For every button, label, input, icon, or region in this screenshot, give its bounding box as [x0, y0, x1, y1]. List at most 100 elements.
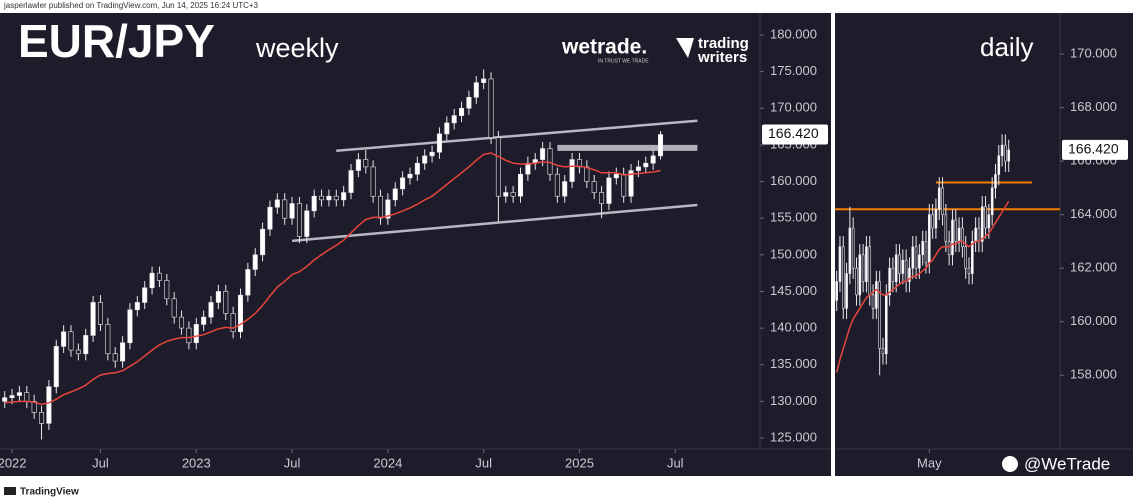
candle-body: [208, 302, 214, 318]
candle-body: [562, 181, 568, 197]
candle-body: [997, 155, 1001, 175]
candle-body: [591, 181, 597, 193]
candle-body: [179, 316, 185, 329]
candle-body: [370, 166, 376, 197]
candle-body: [481, 78, 487, 83]
candle-body: [311, 195, 317, 212]
candle-body: [289, 203, 295, 219]
candle-body: [606, 177, 612, 204]
candle-body: [650, 155, 656, 164]
candle-body: [407, 173, 413, 179]
x-tick-label: 2023: [182, 455, 211, 470]
y-tick-label: 125.000: [770, 429, 817, 444]
candle-body: [944, 214, 948, 242]
candle-body: [658, 134, 664, 157]
y-tick-label: 175.000: [770, 63, 817, 78]
candle-body: [628, 170, 634, 197]
candle-body: [911, 246, 915, 269]
candle-body: [957, 227, 961, 242]
candle-body: [525, 162, 531, 175]
y-tick-label: 168.000: [1070, 99, 1117, 114]
daily-panel: [835, 13, 1133, 476]
candle-body: [90, 302, 96, 336]
candle-body: [245, 269, 251, 296]
candle-body: [510, 192, 516, 197]
x-tick-label: 2024: [373, 455, 402, 470]
candle-body: [201, 316, 207, 325]
candle-body: [444, 122, 450, 135]
candle-body: [355, 159, 361, 171]
candle-body: [865, 246, 868, 282]
candle-body: [540, 148, 546, 160]
candle-body: [894, 254, 898, 282]
candle-body: [967, 267, 971, 274]
candle-body: [884, 294, 888, 355]
y-tick-label: 130.000: [770, 393, 817, 408]
candle-body: [868, 246, 872, 296]
candle-body: [835, 281, 838, 301]
candle-body: [871, 294, 875, 309]
candle-body: [436, 133, 442, 153]
candle-body: [105, 324, 111, 355]
logo-trading: trading: [698, 35, 749, 52]
ema-line: [4, 152, 661, 406]
candle-body: [980, 206, 984, 242]
candle-body: [134, 302, 140, 311]
chart-title: daily: [980, 32, 1033, 62]
y-tick-label: 140.000: [770, 320, 817, 335]
trend-line: [336, 119, 698, 153]
y-tick-label: 170.000: [770, 100, 817, 115]
candle-body: [326, 195, 332, 201]
candle-body: [9, 395, 15, 399]
candle-body: [977, 227, 981, 242]
logo-icon: [676, 38, 694, 58]
candle-body: [171, 298, 177, 318]
candle-body: [931, 214, 934, 229]
candle-body: [400, 177, 406, 190]
candle-body: [503, 192, 509, 197]
last-price-box: [1062, 139, 1128, 160]
candle-body: [924, 241, 928, 264]
candle-body: [937, 187, 941, 210]
handle: @WeTrade: [1024, 454, 1110, 473]
candle-body: [112, 353, 118, 362]
candle-body: [888, 267, 891, 296]
logo-wetrade: wetrade.: [561, 36, 647, 59]
candle-body: [363, 159, 369, 168]
candle-body: [643, 162, 649, 168]
chart-title: EUR/JPY: [18, 15, 215, 67]
weekly-panel: [0, 13, 831, 476]
candle-body: [901, 259, 905, 274]
candle-body: [875, 281, 878, 309]
candle-body: [296, 203, 302, 237]
candle-body: [495, 137, 501, 197]
y-tick-label: 158.000: [1070, 367, 1117, 382]
y-tick-label: 155.000: [770, 210, 817, 225]
candle-body: [348, 170, 354, 193]
candle-body: [164, 280, 170, 300]
candle-body: [914, 246, 918, 269]
candle-body: [878, 281, 881, 349]
candle-body: [918, 254, 921, 269]
candle-body: [635, 166, 641, 171]
candle-body: [848, 227, 852, 274]
candle-body: [230, 313, 236, 333]
candle-body: [554, 173, 560, 197]
candle-body: [908, 267, 911, 282]
candle-body: [24, 392, 30, 402]
y-tick-label: 162.000: [1070, 260, 1117, 275]
candle-body: [898, 254, 901, 274]
chart-subtitle: weekly: [255, 33, 339, 63]
candle-body: [861, 254, 865, 282]
x-tick-label: May: [917, 455, 942, 470]
candle-body: [466, 96, 472, 109]
candle-body: [613, 173, 619, 179]
candle-body: [904, 259, 908, 282]
candle-body: [934, 209, 938, 229]
candle-body: [855, 267, 858, 296]
tv-logo: [4, 487, 16, 495]
candle-body: [142, 287, 148, 303]
y-tick-label: 150.000: [770, 246, 817, 261]
candle-body: [547, 148, 553, 175]
last-price-label: 166.420: [768, 125, 819, 141]
